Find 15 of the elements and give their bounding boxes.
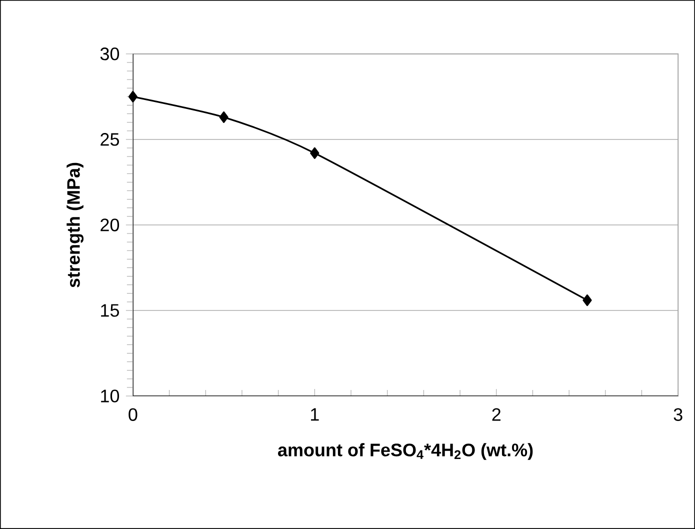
- y-tick-label: 25: [100, 133, 119, 146]
- point: [582, 294, 592, 306]
- point: [310, 147, 320, 159]
- x-tick-label: 1: [311, 408, 319, 421]
- y-tick-label: 10: [101, 390, 120, 402]
- x-tick-label: 3: [674, 408, 682, 421]
- y-tick-label: 30: [100, 48, 120, 60]
- x-axis-title: amount of FeSO$_{4}$*4H$_{2}$O (wt.%): [278, 443, 533, 460]
- y-axis-title: strength (MPa): [66, 162, 84, 288]
- point: [219, 111, 228, 124]
- point: [128, 90, 138, 102]
- y-tick-label: 20: [100, 218, 120, 232]
- x-tick-label: 0: [128, 408, 138, 421]
- y-tick-label: 15: [101, 304, 119, 317]
- x-tick-label: 2: [492, 408, 500, 421]
